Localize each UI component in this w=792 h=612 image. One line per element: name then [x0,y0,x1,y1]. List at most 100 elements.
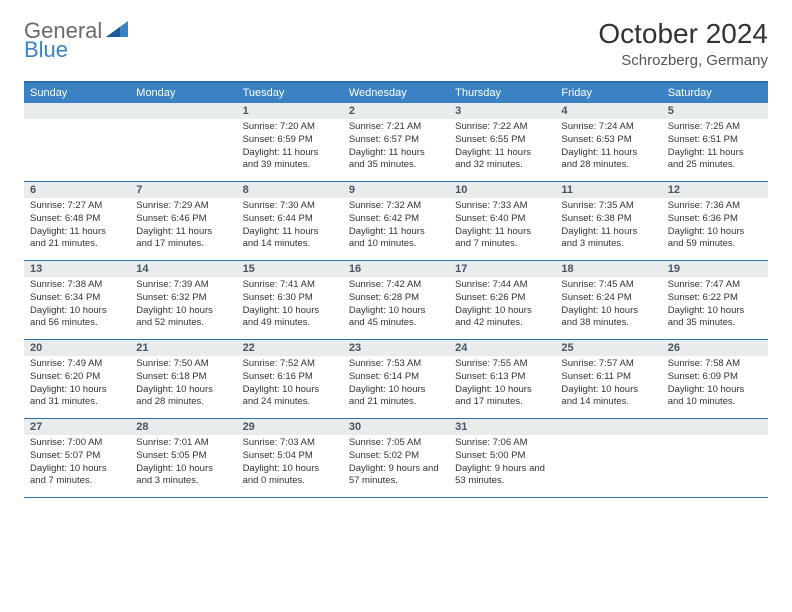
day-number: 15 [237,261,343,277]
day-cell: 26Sunrise: 7:58 AMSunset: 6:09 PMDayligh… [662,340,768,418]
day-content: Sunrise: 7:49 AMSunset: 6:20 PMDaylight:… [24,356,130,413]
daylight-text: Daylight: 10 hours and 24 minutes. [243,384,337,410]
day-number: 2 [343,103,449,119]
day-number: 31 [449,419,555,435]
day-number [24,103,130,119]
sunrise-text: Sunrise: 7:06 AM [455,437,549,450]
day-content: Sunrise: 7:24 AMSunset: 6:53 PMDaylight:… [555,119,661,176]
day-number [662,419,768,435]
day-number: 5 [662,103,768,119]
week-row: 1Sunrise: 7:20 AMSunset: 6:59 PMDaylight… [24,103,768,182]
location: Schrozberg, Germany [598,52,768,69]
empty-cell [555,419,661,497]
day-content: Sunrise: 7:53 AMSunset: 6:14 PMDaylight:… [343,356,449,413]
calendar-page: General October 2024 Schrozberg, Germany… [0,0,792,516]
sunset-text: Sunset: 6:38 PM [561,213,655,226]
day-cell: 5Sunrise: 7:25 AMSunset: 6:51 PMDaylight… [662,103,768,181]
header: General October 2024 Schrozberg, Germany [24,18,768,69]
daylight-text: Daylight: 10 hours and 38 minutes. [561,305,655,331]
daylight-text: Daylight: 11 hours and 39 minutes. [243,147,337,173]
day-number: 3 [449,103,555,119]
sunset-text: Sunset: 6:53 PM [561,134,655,147]
day-content: Sunrise: 7:35 AMSunset: 6:38 PMDaylight:… [555,198,661,255]
day-cell: 18Sunrise: 7:45 AMSunset: 6:24 PMDayligh… [555,261,661,339]
sunrise-text: Sunrise: 7:49 AM [30,358,124,371]
sunrise-text: Sunrise: 7:30 AM [243,200,337,213]
week-row: 6Sunrise: 7:27 AMSunset: 6:48 PMDaylight… [24,182,768,261]
sunset-text: Sunset: 6:34 PM [30,292,124,305]
day-cell: 14Sunrise: 7:39 AMSunset: 6:32 PMDayligh… [130,261,236,339]
day-content: Sunrise: 7:50 AMSunset: 6:18 PMDaylight:… [130,356,236,413]
day-number: 25 [555,340,661,356]
title-block: October 2024 Schrozberg, Germany [598,18,768,69]
day-content: Sunrise: 7:47 AMSunset: 6:22 PMDaylight:… [662,277,768,334]
day-content: Sunrise: 7:41 AMSunset: 6:30 PMDaylight:… [237,277,343,334]
day-content: Sunrise: 7:58 AMSunset: 6:09 PMDaylight:… [662,356,768,413]
day-content: Sunrise: 7:30 AMSunset: 6:44 PMDaylight:… [237,198,343,255]
dow-thursday: Thursday [449,83,555,103]
empty-cell [662,419,768,497]
month-title: October 2024 [598,18,768,50]
sunset-text: Sunset: 6:57 PM [349,134,443,147]
day-content: Sunrise: 7:32 AMSunset: 6:42 PMDaylight:… [343,198,449,255]
day-number: 4 [555,103,661,119]
day-number: 22 [237,340,343,356]
daylight-text: Daylight: 11 hours and 14 minutes. [243,226,337,252]
day-cell: 10Sunrise: 7:33 AMSunset: 6:40 PMDayligh… [449,182,555,260]
day-content: Sunrise: 7:57 AMSunset: 6:11 PMDaylight:… [555,356,661,413]
sunrise-text: Sunrise: 7:20 AM [243,121,337,134]
sunrise-text: Sunrise: 7:45 AM [561,279,655,292]
daylight-text: Daylight: 11 hours and 3 minutes. [561,226,655,252]
day-cell: 1Sunrise: 7:20 AMSunset: 6:59 PMDaylight… [237,103,343,181]
day-content: Sunrise: 7:36 AMSunset: 6:36 PMDaylight:… [662,198,768,255]
day-number: 6 [24,182,130,198]
day-cell: 3Sunrise: 7:22 AMSunset: 6:55 PMDaylight… [449,103,555,181]
sunrise-text: Sunrise: 7:35 AM [561,200,655,213]
sunset-text: Sunset: 6:36 PM [668,213,762,226]
sunset-text: Sunset: 6:40 PM [455,213,549,226]
sunrise-text: Sunrise: 7:21 AM [349,121,443,134]
day-number: 27 [24,419,130,435]
sunrise-text: Sunrise: 7:38 AM [30,279,124,292]
day-cell: 15Sunrise: 7:41 AMSunset: 6:30 PMDayligh… [237,261,343,339]
logo-text-blue: Blue [24,37,68,63]
day-content: Sunrise: 7:52 AMSunset: 6:16 PMDaylight:… [237,356,343,413]
sunrise-text: Sunrise: 7:36 AM [668,200,762,213]
sunset-text: Sunset: 6:18 PM [136,371,230,384]
calendar: SundayMondayTuesdayWednesdayThursdayFrid… [24,81,768,498]
day-cell: 6Sunrise: 7:27 AMSunset: 6:48 PMDaylight… [24,182,130,260]
day-number [130,103,236,119]
daylight-text: Daylight: 10 hours and 59 minutes. [668,226,762,252]
day-cell: 8Sunrise: 7:30 AMSunset: 6:44 PMDaylight… [237,182,343,260]
day-number: 1 [237,103,343,119]
day-content: Sunrise: 7:27 AMSunset: 6:48 PMDaylight:… [24,198,130,255]
daylight-text: Daylight: 10 hours and 45 minutes. [349,305,443,331]
day-number [555,419,661,435]
day-number: 11 [555,182,661,198]
day-cell: 11Sunrise: 7:35 AMSunset: 6:38 PMDayligh… [555,182,661,260]
sunrise-text: Sunrise: 7:47 AM [668,279,762,292]
sunset-text: Sunset: 6:51 PM [668,134,762,147]
dow-sunday: Sunday [24,83,130,103]
daylight-text: Daylight: 10 hours and 14 minutes. [561,384,655,410]
day-content: Sunrise: 7:45 AMSunset: 6:24 PMDaylight:… [555,277,661,334]
empty-cell [24,103,130,181]
sunrise-text: Sunrise: 7:55 AM [455,358,549,371]
day-cell: 7Sunrise: 7:29 AMSunset: 6:46 PMDaylight… [130,182,236,260]
sunset-text: Sunset: 6:32 PM [136,292,230,305]
day-content: Sunrise: 7:21 AMSunset: 6:57 PMDaylight:… [343,119,449,176]
sunrise-text: Sunrise: 7:01 AM [136,437,230,450]
day-cell: 29Sunrise: 7:03 AMSunset: 5:04 PMDayligh… [237,419,343,497]
day-cell: 27Sunrise: 7:00 AMSunset: 5:07 PMDayligh… [24,419,130,497]
sunrise-text: Sunrise: 7:39 AM [136,279,230,292]
daylight-text: Daylight: 10 hours and 52 minutes. [136,305,230,331]
day-cell: 28Sunrise: 7:01 AMSunset: 5:05 PMDayligh… [130,419,236,497]
sunset-text: Sunset: 6:16 PM [243,371,337,384]
daylight-text: Daylight: 10 hours and 31 minutes. [30,384,124,410]
day-cell: 2Sunrise: 7:21 AMSunset: 6:57 PMDaylight… [343,103,449,181]
day-number: 18 [555,261,661,277]
day-number: 26 [662,340,768,356]
daylight-text: Daylight: 11 hours and 21 minutes. [30,226,124,252]
day-cell: 30Sunrise: 7:05 AMSunset: 5:02 PMDayligh… [343,419,449,497]
day-number: 23 [343,340,449,356]
